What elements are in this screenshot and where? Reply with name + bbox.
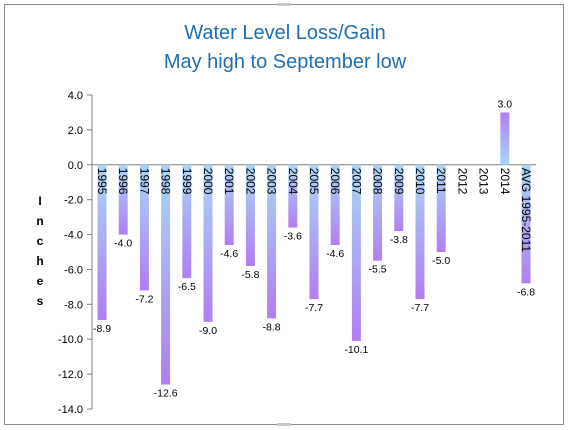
y-axis-label-letter: n xyxy=(36,214,43,228)
bar-2003 xyxy=(267,164,277,319)
data-label: -8.8 xyxy=(263,321,281,333)
bar-2001 xyxy=(224,164,234,246)
data-label: 3.0 xyxy=(497,98,512,110)
data-label: -7.2 xyxy=(135,293,153,305)
x-category-label: 2008 xyxy=(371,168,385,195)
y-tick-label: -8.0 xyxy=(64,299,83,311)
y-axis-label-letter: I xyxy=(38,194,41,208)
x-category-label: 1998 xyxy=(159,168,173,195)
x-category-label: 2007 xyxy=(349,168,363,195)
x-category-label: 2009 xyxy=(392,168,406,195)
x-category-label: 2011 xyxy=(434,168,448,194)
bar-2000 xyxy=(203,164,213,322)
bar-2004 xyxy=(288,164,298,228)
y-tick-label: -10.0 xyxy=(58,334,83,346)
chart-subtitle: May high to September low xyxy=(164,51,407,73)
y-axis-label-letter: s xyxy=(37,294,44,308)
y-axis-label-letter: h xyxy=(36,254,43,268)
bar-2014 xyxy=(500,112,510,165)
data-label: -8.9 xyxy=(93,323,111,335)
bar-2011 xyxy=(436,164,446,252)
x-category-label: 1995 xyxy=(95,168,109,195)
bar-2005 xyxy=(309,164,319,300)
bars: -8.9 1995 -4.0 1996 -7.2 1997 -12.6 1998 -6.5 199… xyxy=(93,98,535,399)
bar-2007 xyxy=(351,164,361,341)
y-tick-label: 2.0 xyxy=(68,125,83,137)
x-category-label: 2005 xyxy=(307,168,321,195)
y-axis-label-letter: e xyxy=(37,274,44,288)
bar-avg-1995-2011 xyxy=(521,164,531,284)
data-label: -4.6 xyxy=(326,248,344,260)
x-category-label: 2002 xyxy=(243,168,257,195)
chart-frame xyxy=(4,3,564,426)
x-category-label: 2012 xyxy=(455,168,469,195)
y-tick-label: -6.0 xyxy=(64,264,83,276)
chart-title: Water Level Loss/Gain xyxy=(184,22,386,44)
bar-1995 xyxy=(97,164,107,321)
data-label: -3.6 xyxy=(284,231,302,243)
bar-2009 xyxy=(394,164,404,232)
data-label: -3.8 xyxy=(390,234,408,246)
data-label: -12.6 xyxy=(154,388,178,400)
y-axis-label-letter: c xyxy=(37,234,44,248)
data-label: -6.5 xyxy=(178,281,196,293)
x-category-label: 2003 xyxy=(265,168,279,195)
x-category-label: 2010 xyxy=(413,168,427,195)
data-label: -7.7 xyxy=(305,302,323,314)
bar-1999 xyxy=(182,164,192,279)
y-tick-label: -14.0 xyxy=(58,404,83,416)
x-category-label: 1999 xyxy=(180,168,194,195)
x-category-label: AVG 1995-2011 xyxy=(519,168,533,253)
x-category-label: 1996 xyxy=(116,168,130,195)
x-category-label: 2001 xyxy=(222,168,236,195)
data-label: -5.5 xyxy=(369,264,387,276)
data-label: -9.0 xyxy=(199,325,217,337)
data-label: -4.6 xyxy=(220,248,238,260)
bar-2006 xyxy=(330,164,340,246)
y-tick-label: -4.0 xyxy=(64,230,83,242)
bottom-resize-handle[interactable] xyxy=(277,423,291,426)
bar-2008 xyxy=(373,164,383,261)
bar-1998 xyxy=(161,164,171,385)
x-category-label: 2000 xyxy=(201,168,215,195)
x-category-label: 2013 xyxy=(477,168,491,195)
y-tick-label: -2.0 xyxy=(64,195,83,207)
bar-1997 xyxy=(139,164,149,291)
y-axis: 4.0 2.0 0.0 -2.0 -4.0 -6.0 -8.0 -10.0 -12.0 -14.0 xyxy=(58,90,536,416)
data-label: -6.8 xyxy=(517,286,535,298)
data-label: -10.1 xyxy=(344,344,368,356)
data-label: -4.0 xyxy=(114,238,132,250)
x-category-label: 2004 xyxy=(286,168,300,195)
bar-2002 xyxy=(245,164,255,266)
x-category-label: 2006 xyxy=(328,168,342,195)
bar-2010 xyxy=(415,164,425,300)
y-tick-label: -12.0 xyxy=(58,369,83,381)
top-resize-handle[interactable] xyxy=(277,3,291,6)
data-label: -5.8 xyxy=(241,269,259,281)
bar-1996 xyxy=(118,164,128,235)
data-label: -5.0 xyxy=(432,255,450,267)
y-tick-label: 0.0 xyxy=(68,160,83,172)
y-tick-label: 4.0 xyxy=(68,90,83,102)
data-label: -7.7 xyxy=(411,302,429,314)
x-category-label: 1997 xyxy=(137,168,151,195)
x-category-label: 2014 xyxy=(498,168,512,195)
